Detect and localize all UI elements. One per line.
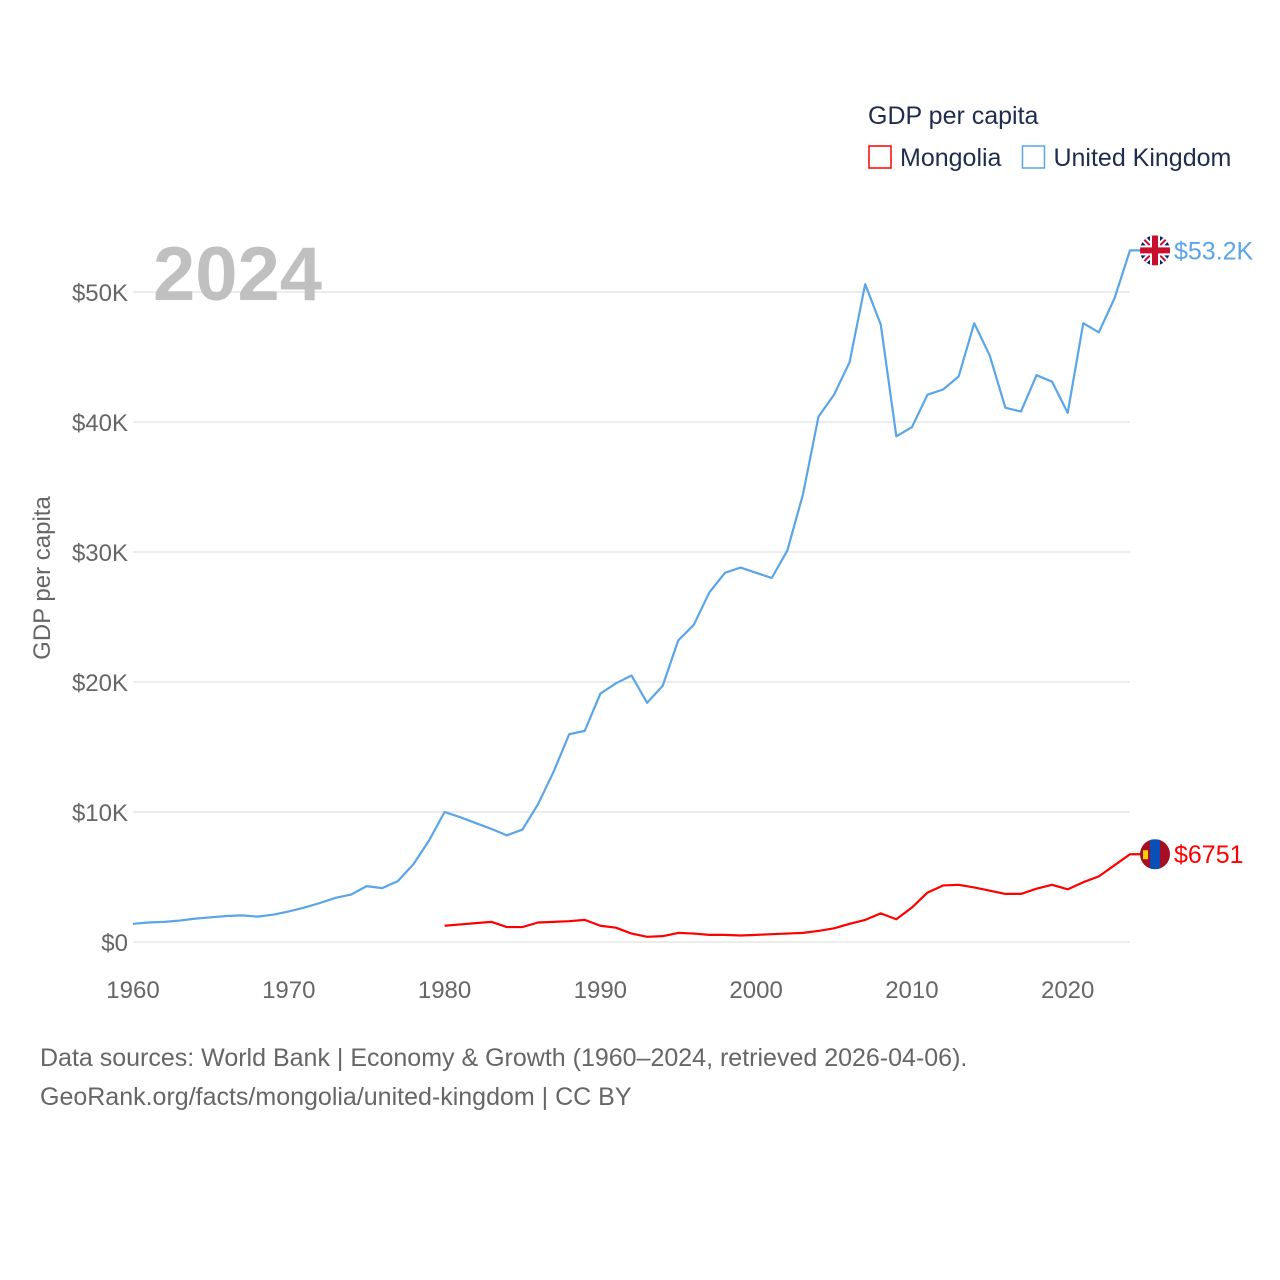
y-tick-label: $20K [72, 670, 128, 697]
legend-item-united-kingdom[interactable]: United Kingdom [1021, 144, 1231, 172]
legend-item-mongolia[interactable]: Mongolia [868, 144, 1002, 172]
y-axis-label: GDP per capita [29, 496, 56, 660]
y-tick-label: $50K [72, 280, 128, 307]
legend-swatch [1021, 145, 1046, 169]
x-tick-label: 2010 [885, 977, 938, 1004]
y-tick-label: $40K [72, 410, 128, 437]
series-line-mongolia [444, 853, 1142, 938]
series-line-united-kingdom [132, 249, 1142, 925]
legend-swatch [868, 145, 892, 169]
y-tick-label: $10K [72, 800, 128, 827]
x-tick-label: 1990 [574, 977, 627, 1004]
uk-flag-icon [1140, 235, 1170, 266]
year-watermark: 2024 [153, 232, 322, 317]
y-tick-label: $30K [72, 540, 128, 567]
mongolia-flag-icon [1140, 839, 1170, 870]
end-value-label: $53.2K [1174, 237, 1254, 265]
legend-title: GDP per capita [868, 102, 1039, 130]
x-tick-label: 1970 [262, 977, 315, 1004]
x-tick-label: 1960 [106, 977, 159, 1004]
footer-attribution: GeoRank.org/facts/mongolia/united-kingdo… [40, 1083, 632, 1111]
x-tick-label: 2000 [729, 977, 782, 1004]
x-tick-label: 2020 [1041, 977, 1094, 1004]
legend-label: Mongolia [900, 144, 1002, 172]
x-tick-label: 1980 [418, 977, 471, 1004]
end-value-label: $6751 [1174, 841, 1244, 869]
legend: GDP per capita Mongolia United Kingdom [868, 102, 1231, 172]
footer-sources: Data sources: World Bank | Economy & Gro… [40, 1044, 968, 1072]
y-tick-label: $0 [101, 930, 128, 957]
legend-label: United Kingdom [1053, 144, 1231, 172]
